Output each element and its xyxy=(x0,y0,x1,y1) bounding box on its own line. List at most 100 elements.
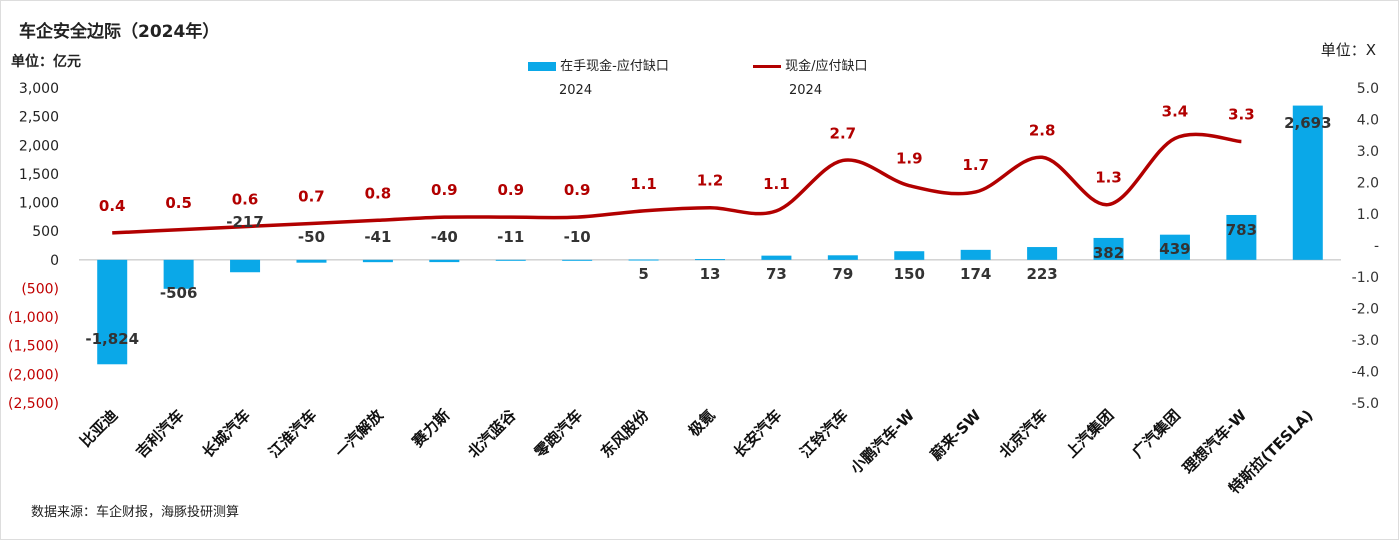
category-label: 小鹏汽车-W xyxy=(847,406,919,478)
category-label: 比亚迪 xyxy=(76,406,121,451)
left-tick-label: 1,500 xyxy=(19,167,59,183)
legend-line-year: 2024 xyxy=(789,83,823,98)
category-label: 吉利汽车 xyxy=(132,406,187,461)
line-value-label: 0.6 xyxy=(232,191,259,209)
category-label: 零跑汽车 xyxy=(530,406,586,462)
ratio-line xyxy=(112,132,1242,235)
right-axis-unit: 单位：X xyxy=(1320,41,1376,59)
bar xyxy=(695,259,725,261)
bar xyxy=(1292,105,1323,260)
right-tick-label: 4.0 xyxy=(1357,113,1379,129)
left-axis-unit: 单位：亿元 xyxy=(11,54,81,70)
line-value-label: 0.9 xyxy=(497,181,524,199)
category-label: 北京汽车 xyxy=(996,406,1051,461)
right-tick-label: - xyxy=(1374,239,1379,255)
right-tick-label: -3.0 xyxy=(1352,333,1379,349)
source-note: 数据来源：车企财报，海豚投研测算 xyxy=(31,505,240,520)
legend-line: 现金/应付缺口 xyxy=(753,55,868,74)
line-value-label: 3.4 xyxy=(1162,102,1189,120)
bar-value-label: 2,693 xyxy=(1284,114,1331,132)
line-value-label: 1.7 xyxy=(962,156,989,174)
left-tick-label: 0 xyxy=(50,253,59,269)
bar xyxy=(495,259,526,261)
bar-value-label: -40 xyxy=(431,228,458,246)
bar xyxy=(761,255,792,260)
bar-value-label: -41 xyxy=(364,228,391,246)
bar-value-label: -217 xyxy=(226,213,264,231)
line-value-label: 0.9 xyxy=(431,181,458,199)
left-tick-label: (1,500) xyxy=(8,339,59,355)
category-label: 极氪 xyxy=(685,406,719,440)
bar xyxy=(1226,214,1257,260)
bar xyxy=(827,255,858,260)
bar-value-label: 783 xyxy=(1226,221,1257,239)
right-tick-label: -5.0 xyxy=(1352,396,1379,412)
left-tick-label: 1,000 xyxy=(19,196,59,212)
line-value-label: 1.9 xyxy=(896,150,923,168)
right-tick-label: 2.0 xyxy=(1357,176,1379,192)
legend-bar: 在手现金-应付缺口 xyxy=(528,55,669,74)
left-tick-label: 3,000 xyxy=(19,81,59,97)
legend-line-swatch xyxy=(753,65,781,68)
line-value-label: 0.8 xyxy=(365,184,392,202)
bar xyxy=(97,259,128,365)
bar-value-label: -506 xyxy=(160,284,198,302)
legend-line-label: 现金/应付缺口 xyxy=(785,59,868,74)
right-tick-label: -1.0 xyxy=(1352,270,1379,286)
line-value-label: 3.3 xyxy=(1228,106,1255,124)
bar-value-label: 5 xyxy=(638,265,648,283)
category-label: 赛力斯 xyxy=(408,406,453,451)
line-value-label: 1.1 xyxy=(763,175,790,193)
bar xyxy=(1027,247,1058,260)
bar-value-label: 150 xyxy=(894,265,925,283)
bar xyxy=(429,259,460,263)
category-label: 北汽蓝谷 xyxy=(464,405,520,461)
bar-value-label: 223 xyxy=(1026,265,1057,283)
left-tick-label: 2,000 xyxy=(19,138,59,154)
chart-title: 车企安全边际（2024年） xyxy=(19,22,220,42)
right-tick-label: 5.0 xyxy=(1357,81,1379,97)
category-label: 理想汽车-W xyxy=(1179,406,1251,478)
category-label: 广汽集团 xyxy=(1129,406,1184,461)
bar-value-label: 73 xyxy=(766,265,787,283)
left-tick-label: 500 xyxy=(32,224,59,240)
category-label: 江淮汽车 xyxy=(265,406,320,461)
line-value-label: 0.7 xyxy=(298,187,325,205)
bar xyxy=(894,251,925,260)
left-tick-label: (1,000) xyxy=(8,310,59,326)
left-tick-label: (2,000) xyxy=(8,367,59,383)
category-label: 上汽集团 xyxy=(1062,406,1117,461)
bar-value-label: 174 xyxy=(960,265,991,283)
bar xyxy=(362,259,393,263)
line-value-label: 0.5 xyxy=(165,194,192,212)
bar xyxy=(1159,234,1190,260)
left-tick-label: (500) xyxy=(21,281,59,297)
bar xyxy=(960,249,991,260)
bar-value-label: -11 xyxy=(497,228,524,246)
bar xyxy=(296,259,327,263)
bar-value-label: -1,824 xyxy=(85,330,139,348)
line-value-label: 1.3 xyxy=(1095,169,1122,187)
line-value-label: 1.1 xyxy=(630,175,657,193)
bar-value-label: 439 xyxy=(1159,240,1190,258)
left-tick-label: 2,500 xyxy=(19,110,59,126)
legend-bar-label: 在手现金-应付缺口 xyxy=(560,59,669,74)
right-tick-label: 1.0 xyxy=(1357,207,1379,223)
line-value-label: 1.2 xyxy=(697,172,724,190)
line-value-label: 2.8 xyxy=(1029,121,1056,139)
bar-value-label: -10 xyxy=(564,228,591,246)
bar xyxy=(562,259,593,261)
right-tick-label: 3.0 xyxy=(1357,144,1379,160)
line-value-label: 2.7 xyxy=(830,124,857,142)
legend-bar-swatch xyxy=(528,62,556,71)
bar xyxy=(628,259,659,261)
bar-value-label: 382 xyxy=(1093,244,1124,262)
category-label: 长安汽车 xyxy=(730,406,785,461)
legend-bar-year: 2024 xyxy=(559,83,593,98)
category-label: 长城汽车 xyxy=(199,406,254,461)
bar-value-label: 79 xyxy=(832,265,853,283)
bar xyxy=(1093,237,1124,260)
category-label: 东风股份 xyxy=(597,405,653,461)
right-tick-label: -2.0 xyxy=(1352,302,1379,318)
